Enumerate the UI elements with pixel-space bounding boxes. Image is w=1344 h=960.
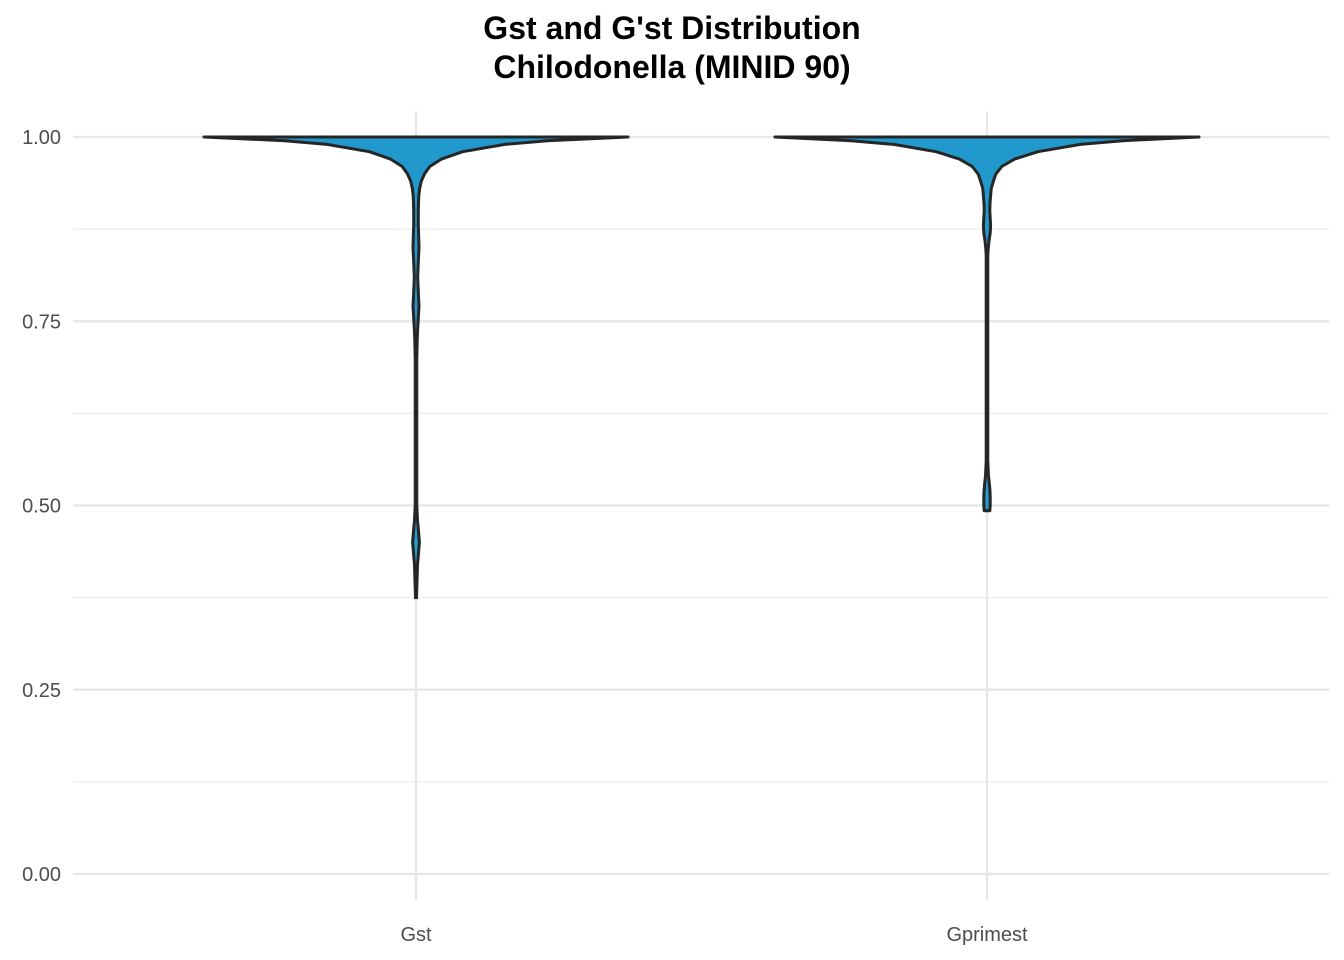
x-tick-label: Gst: [400, 924, 432, 946]
chart-subtitle: Chilodonella (MINID 90): [493, 49, 851, 85]
violin-gprimest: [773, 135, 1201, 513]
y-tick-label: 1.00: [22, 127, 61, 149]
y-tick-label: 0.75: [22, 311, 61, 333]
y-tick-label: 0.25: [22, 680, 61, 702]
chart-title: Gst and G'st Distribution: [483, 10, 861, 46]
violin-gst: [202, 135, 630, 600]
y-tick-label: 0.00: [22, 864, 61, 886]
x-tick-label: Gprimest: [946, 924, 1028, 946]
y-tick-label: 0.50: [22, 496, 61, 518]
